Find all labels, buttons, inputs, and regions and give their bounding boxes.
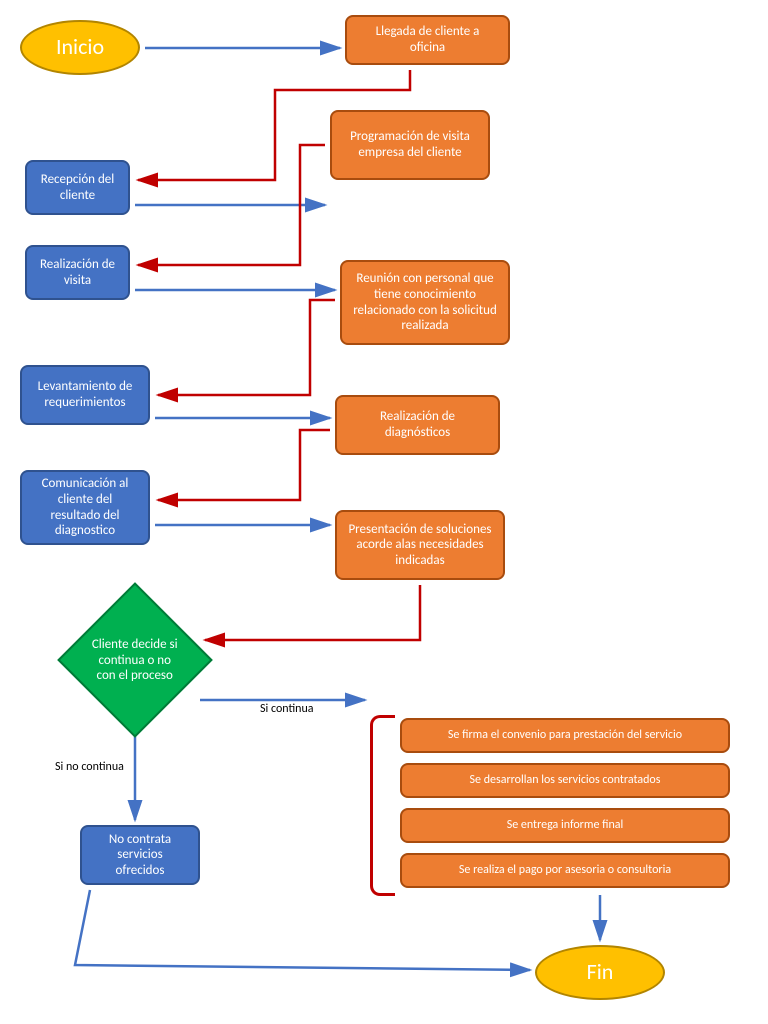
node-decision-label: Cliente decide si continua o no con el p…: [92, 637, 178, 684]
node-fin: Fin: [535, 945, 665, 1000]
arrow-3: [138, 145, 325, 265]
node-nocontrata-label: No contrata servicios ofrecidos: [92, 832, 188, 879]
node-decision: Cliente decide si continua o no con el p…: [57, 582, 213, 738]
arrow-7: [158, 430, 330, 500]
node-desarrollan: Se desarrollan los servicios contratados: [400, 763, 730, 798]
node-reunion-label: Reunión con personal que tiene conocimie…: [352, 271, 498, 333]
node-inicio-label: Inicio: [56, 34, 104, 60]
node-diag-label: Realización de diagnósticos: [347, 409, 488, 440]
node-visita: Realización de visita: [25, 245, 130, 300]
node-fin-label: Fin: [587, 959, 614, 985]
node-present-label: Presentación de soluciones acorde alas n…: [347, 522, 493, 569]
arrow-9: [205, 585, 420, 640]
node-convenio-label: Se firma el convenio para prestación del…: [448, 728, 682, 742]
node-comunic-label: Comunicación al cliente del resultado de…: [32, 476, 138, 538]
label-si_continua: Si continua: [260, 702, 314, 716]
node-llegada-label: Llegada de cliente a oficina: [357, 24, 498, 55]
node-visita-label: Realización de visita: [37, 257, 118, 288]
node-recepcion: Recepción del cliente: [25, 160, 130, 215]
node-present: Presentación de soluciones acorde alas n…: [335, 510, 505, 580]
node-informe-label: Se entrega informe final: [507, 818, 624, 832]
node-informe: Se entrega informe final: [400, 808, 730, 843]
node-comunic: Comunicación al cliente del resultado de…: [20, 470, 150, 545]
brace-bracket: [370, 715, 395, 896]
node-programacion: Programación de visita empresa del clien…: [330, 110, 490, 180]
node-llegada: Llegada de cliente a oficina: [345, 15, 510, 65]
node-convenio: Se firma el convenio para prestación del…: [400, 718, 730, 753]
label-si_no_continua: Si no continua: [55, 760, 124, 774]
node-reunion: Reunión con personal que tiene conocimie…: [340, 260, 510, 345]
node-desarrollan-label: Se desarrollan los servicios contratados: [470, 773, 661, 787]
node-diag: Realización de diagnósticos: [335, 395, 500, 455]
node-inicio: Inicio: [20, 20, 140, 75]
arrow-12: [75, 890, 530, 970]
node-nocontrata: No contrata servicios ofrecidos: [80, 825, 200, 885]
node-recepcion-label: Recepción del cliente: [37, 172, 118, 203]
node-pago: Se realiza el pago por asesoria o consul…: [400, 853, 730, 888]
node-programacion-label: Programación de visita empresa del clien…: [342, 129, 478, 160]
node-levant: Levantamiento de requerimientos: [20, 365, 150, 425]
node-levant-label: Levantamiento de requerimientos: [32, 379, 138, 410]
arrow-5: [158, 300, 335, 395]
node-pago-label: Se realiza el pago por asesoria o consul…: [459, 863, 671, 877]
